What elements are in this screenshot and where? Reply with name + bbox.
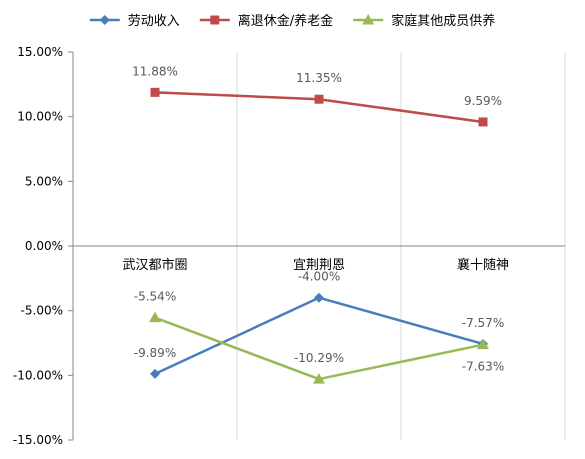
y-tick-label: 10.00% xyxy=(17,110,63,124)
data-label: -4.00% xyxy=(298,270,340,284)
data-label: -10.29% xyxy=(294,351,344,365)
data-label: 9.59% xyxy=(464,94,502,108)
data-point-marker xyxy=(150,87,160,97)
data-label: -7.57% xyxy=(462,316,504,330)
legend-marker xyxy=(210,15,220,25)
data-point-marker xyxy=(149,311,161,323)
data-point-marker xyxy=(477,338,489,350)
y-tick-label: -5.00% xyxy=(21,304,63,318)
y-tick-label: -15.00% xyxy=(13,433,63,447)
legend-label: 劳动收入 xyxy=(128,13,180,29)
x-category-label: 宜荆荆恩 xyxy=(293,257,345,273)
y-axis-ticks: 15.00% 10.00% 5.00% 0.00% -5.00% -10.00% -15.0… xyxy=(13,45,73,447)
legend-item: 家庭其他成员供养 xyxy=(353,13,495,29)
data-point-marker xyxy=(314,94,324,104)
legend-marker xyxy=(362,14,375,25)
legend: 劳动收入 离退休金/养老金 家庭其他成员供养 xyxy=(89,13,495,29)
y-tick-label: -10.00% xyxy=(13,368,63,382)
x-axis-categories: 武汉都市圈 宜荆荆恩 襄十随神 xyxy=(122,257,509,273)
data-point-marker xyxy=(150,368,160,379)
legend-marker xyxy=(99,15,110,25)
legend-item: 离退休金/养老金 xyxy=(199,13,333,29)
x-category-label: 襄十随神 xyxy=(457,257,509,273)
data-label: -7.63% xyxy=(462,360,504,374)
data-label: 11.35% xyxy=(296,71,342,85)
y-tick-label: 0.00% xyxy=(25,239,63,253)
legend-item: 劳动收入 xyxy=(89,13,180,29)
data-labels: -9.89% -4.00% -7.57% 11.88% 11.35% 9.59% -5.54… xyxy=(132,64,504,373)
data-point-marker xyxy=(313,373,325,384)
y-tick-label: 15.00% xyxy=(17,45,63,59)
data-point-marker xyxy=(314,292,324,303)
x-category-label: 武汉都市圈 xyxy=(122,257,187,273)
data-label: -9.89% xyxy=(134,346,176,360)
series-lines xyxy=(149,87,489,384)
data-label: -5.54% xyxy=(134,290,176,304)
y-tick-label: 5.00% xyxy=(25,174,63,188)
legend-label: 家庭其他成员供养 xyxy=(391,13,495,29)
data-label: 11.88% xyxy=(132,64,178,78)
legend-label: 离退休金/养老金 xyxy=(238,13,333,29)
series-line xyxy=(154,316,484,381)
data-point-marker xyxy=(478,117,488,127)
